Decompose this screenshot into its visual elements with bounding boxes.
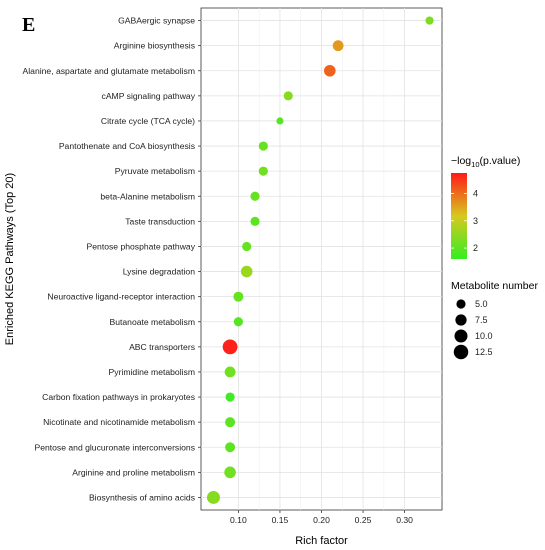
y-tick-label: Alanine, aspartate and glutamate metabol… — [23, 66, 195, 76]
y-tick-label: Pantothenate and CoA biosynthesis — [59, 141, 195, 151]
colorbar-tick-label: 3 — [473, 216, 478, 226]
data-point — [225, 392, 235, 402]
y-tick-label: Pentose and glucuronate interconversions — [34, 442, 195, 452]
color-legend-title: −log10(p.value) — [451, 155, 520, 169]
size-legend-label: 10.0 — [475, 331, 493, 341]
y-axis-title: Enriched KEGG Pathways (Top 20) — [4, 173, 16, 345]
colorbar-tick-label: 4 — [473, 188, 478, 198]
y-tick-label: Lysine degradation — [123, 267, 196, 277]
x-axis-title: Rich factor — [295, 535, 348, 547]
y-tick-label: Nicotinate and nicotinamide metabolism — [43, 417, 195, 427]
y-tick-label: Arginine biosynthesis — [114, 41, 195, 51]
data-point — [324, 64, 336, 77]
panel-letter: E — [22, 14, 36, 36]
y-tick-label: Biosynthesis of amino acids — [89, 492, 195, 502]
colorbar-tick-label: 2 — [473, 243, 478, 253]
colorbar — [451, 173, 467, 259]
x-tick-label: 0.25 — [355, 515, 372, 525]
data-point — [206, 490, 220, 504]
x-tick-label: 0.20 — [313, 515, 330, 525]
y-tick-label: Arginine and proline metabolism — [72, 467, 195, 477]
y-tick-label: Pentose phosphate pathway — [87, 241, 196, 251]
data-point — [276, 117, 284, 125]
y-tick-label: Citrate cycle (TCA cycle) — [101, 116, 195, 126]
data-point — [250, 191, 260, 201]
y-tick-label: beta-Alanine metabolism — [100, 191, 195, 201]
size-legend-label: 7.5 — [475, 315, 488, 325]
y-tick-label: ABC transporters — [129, 342, 195, 352]
data-point — [258, 141, 268, 151]
y-tick-label: Taste transduction — [125, 216, 195, 226]
data-point — [242, 241, 252, 252]
size-legend-dot — [454, 329, 468, 343]
size-legend-label: 12.5 — [475, 347, 493, 357]
data-point — [283, 91, 293, 101]
data-point — [225, 417, 236, 428]
y-tick-label: GABAergic synapse — [118, 16, 195, 26]
y-tick-label: cAMP signaling pathway — [102, 91, 196, 101]
y-tick-label: Neuroactive ligand-receptor interaction — [47, 292, 195, 302]
x-tick-label: 0.15 — [272, 515, 289, 525]
data-point — [332, 40, 344, 52]
data-point — [258, 166, 268, 176]
data-point — [225, 442, 236, 453]
data-point — [425, 16, 434, 25]
size-legend-label: 5.0 — [475, 299, 488, 309]
size-legend-title: Metabolite number — [451, 280, 538, 292]
y-tick-label: Carbon fixation pathways in prokaryotes — [42, 392, 195, 402]
size-legend-dot — [455, 314, 467, 326]
size-legend-dot — [453, 344, 469, 360]
data-point — [240, 265, 253, 278]
y-tick-label: Butanoate metabolism — [109, 317, 195, 327]
data-point — [233, 317, 243, 327]
y-tick-label: Pyrimidine metabolism — [109, 367, 195, 377]
size-legend-dot — [456, 299, 466, 309]
data-point — [224, 366, 236, 378]
data-point — [222, 339, 238, 355]
data-point — [233, 291, 244, 302]
x-tick-label: 0.10 — [230, 515, 247, 525]
y-tick-label: Pyruvate metabolism — [115, 166, 195, 176]
data-point — [250, 216, 260, 226]
x-tick-label: 0.30 — [396, 515, 413, 525]
data-point — [224, 466, 236, 479]
